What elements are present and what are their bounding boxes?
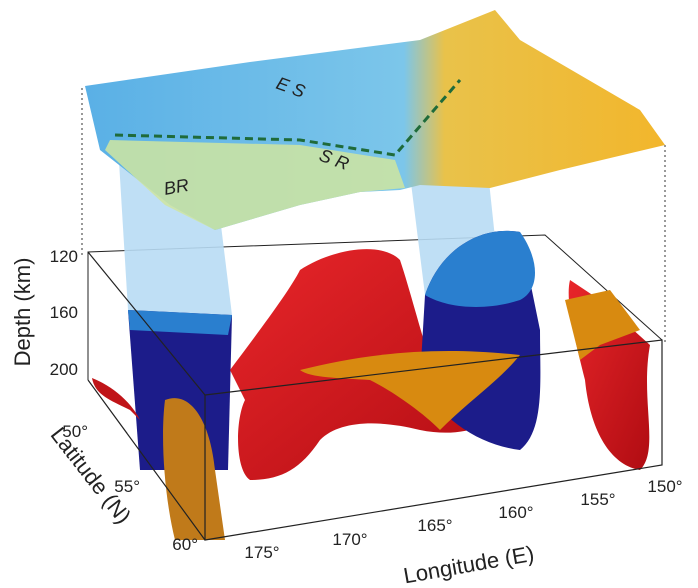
tick-label: 175° bbox=[244, 543, 279, 562]
tick-label: 60° bbox=[172, 535, 198, 554]
tick-label: 165° bbox=[417, 516, 452, 535]
tick-label: 150° bbox=[647, 477, 682, 496]
tick-label: 50° bbox=[62, 422, 88, 441]
tick-label: 155° bbox=[580, 490, 615, 509]
axis-title: Longitude (E) bbox=[401, 541, 535, 588]
tick-label: 120 bbox=[50, 247, 78, 266]
axis-title: Latitude (N) bbox=[46, 422, 136, 528]
tick-label: 160° bbox=[498, 503, 533, 522]
slab bbox=[92, 378, 140, 420]
tick-label: 55° bbox=[114, 477, 140, 496]
surface-label: BR bbox=[162, 175, 190, 199]
tick-label: 200 bbox=[50, 360, 78, 379]
tick-label: 170° bbox=[332, 530, 367, 549]
tick-label: 160 bbox=[50, 303, 78, 322]
axis-title: Depth (km) bbox=[10, 258, 35, 367]
figure: E S S R BR Depth (km) 120 160 200 Latitu… bbox=[0, 0, 698, 588]
